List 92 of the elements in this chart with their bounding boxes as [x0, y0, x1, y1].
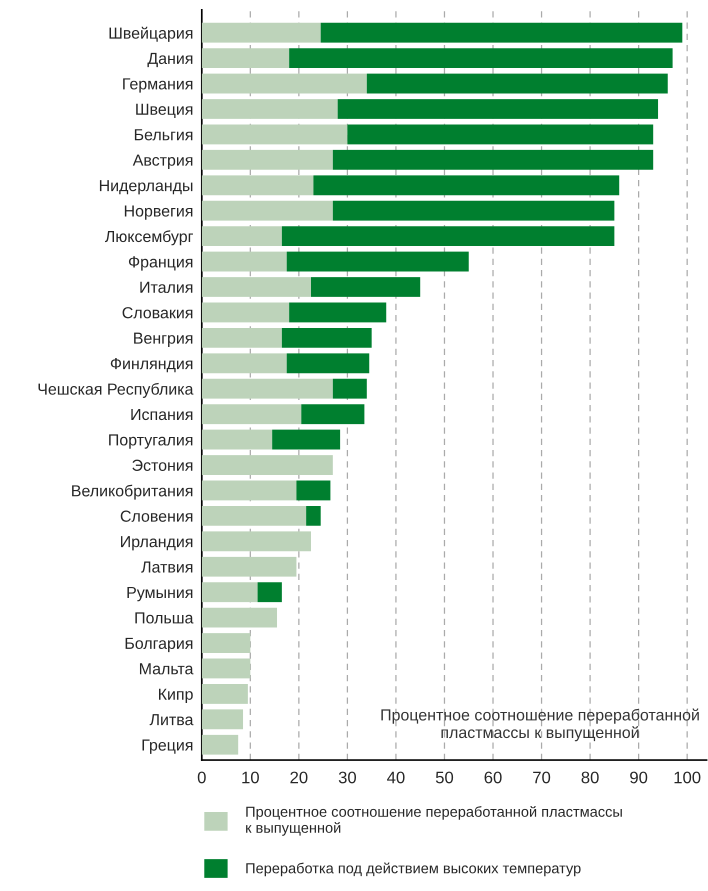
y-tick-label: Великобритания — [72, 484, 192, 500]
y-tick-label: Португалия — [109, 434, 192, 449]
bar — [202, 252, 287, 272]
x-tick-label: 70 — [533, 772, 550, 784]
bar — [366, 74, 668, 94]
y-tick-label: Словакия — [122, 307, 192, 318]
bar — [202, 302, 290, 322]
y-tick-label: Испания — [131, 408, 192, 420]
bar — [202, 150, 333, 170]
bar — [289, 48, 673, 68]
bar — [202, 608, 278, 628]
bar — [306, 506, 321, 526]
y-tick-label: Греция — [142, 740, 192, 754]
y-tick-label: Италия — [140, 282, 192, 293]
y-tick-label: Франция — [128, 256, 192, 271]
bar — [286, 353, 370, 374]
bar — [202, 480, 296, 500]
bar — [202, 582, 258, 602]
x-tick-label: 40 — [387, 772, 405, 784]
legend-label: Переработка под действием высоких температур — [246, 862, 581, 876]
bar — [202, 277, 311, 297]
bar — [202, 633, 250, 653]
y-tick-label: Болгария — [126, 638, 192, 652]
x-tick-label: 30 — [338, 772, 356, 784]
y-tick-label: Австрия — [132, 154, 192, 169]
bar — [202, 658, 250, 678]
x-tick-label: 20 — [290, 772, 308, 784]
y-tick-label: Норвегия — [124, 206, 192, 220]
bar — [202, 556, 296, 577]
y-tick-label: Польша — [135, 612, 194, 624]
bar — [202, 200, 333, 221]
annotation: Процентное соотношение переработанной пластмассы к выпущенной — [381, 708, 699, 742]
bar — [202, 734, 238, 755]
bar — [320, 22, 682, 43]
bar — [202, 226, 282, 246]
bar — [202, 531, 311, 552]
bar — [313, 175, 620, 196]
bar — [289, 302, 386, 322]
bar — [202, 709, 244, 730]
y-tick-label: Ирландия — [121, 536, 192, 550]
bar — [202, 328, 282, 348]
y-tick-label: Мальта — [140, 663, 194, 674]
bar — [282, 328, 372, 348]
x-tick-label: 60 — [484, 772, 502, 784]
bar — [202, 430, 272, 450]
bar — [202, 74, 367, 94]
bar — [202, 378, 333, 399]
y-tick-label: Эстония — [132, 460, 192, 471]
bar — [282, 226, 614, 246]
y-tick-label: Кипр — [159, 688, 193, 704]
x-tick-label: 0 — [198, 772, 206, 784]
bar — [310, 277, 420, 297]
bar — [202, 99, 338, 119]
bar — [202, 353, 287, 374]
y-tick-label: Дания — [147, 52, 192, 68]
bar — [202, 48, 290, 68]
bar — [202, 684, 248, 704]
x-tick-label: 90 — [630, 772, 648, 784]
bar — [258, 582, 282, 602]
bar — [332, 200, 614, 221]
y-tick-label: Латвия — [141, 562, 192, 573]
bar — [332, 150, 654, 170]
bar — [202, 404, 302, 424]
legend-label: Процентное соотношение переработанной пластмассы к выпущенной — [246, 806, 622, 836]
y-tick-label: Швейцария — [110, 26, 192, 42]
y-tick-label: Румыния — [127, 586, 192, 602]
bar — [202, 506, 306, 526]
y-tick-label: Литва — [150, 714, 194, 726]
y-tick-label: Чешская Республика — [38, 382, 194, 398]
y-tick-label: Бельгия — [134, 129, 192, 140]
y-tick-label: Венгрия — [134, 332, 192, 347]
bar — [332, 378, 367, 399]
y-tick-label: Германия — [123, 78, 192, 93]
x-tick-label: 50 — [436, 772, 454, 784]
bar — [202, 22, 321, 43]
x-tick-label: 80 — [582, 772, 599, 784]
y-tick-label: Словения — [120, 510, 192, 522]
bar — [347, 124, 654, 144]
bar — [338, 99, 658, 119]
y-tick-label: Швеция — [136, 104, 192, 118]
bar — [272, 430, 340, 450]
bar — [301, 404, 364, 424]
x-tick-label: 10 — [242, 772, 259, 784]
bar — [296, 480, 330, 500]
bar — [202, 124, 348, 144]
y-tick-label: Финляндия — [110, 358, 192, 372]
y-tick-label: Нидерланды — [100, 180, 192, 194]
bar — [202, 175, 314, 196]
bar — [202, 455, 333, 475]
x-tick-label: 100 — [674, 772, 700, 784]
bar — [286, 252, 469, 272]
y-tick-label: Люксембург — [104, 230, 193, 246]
